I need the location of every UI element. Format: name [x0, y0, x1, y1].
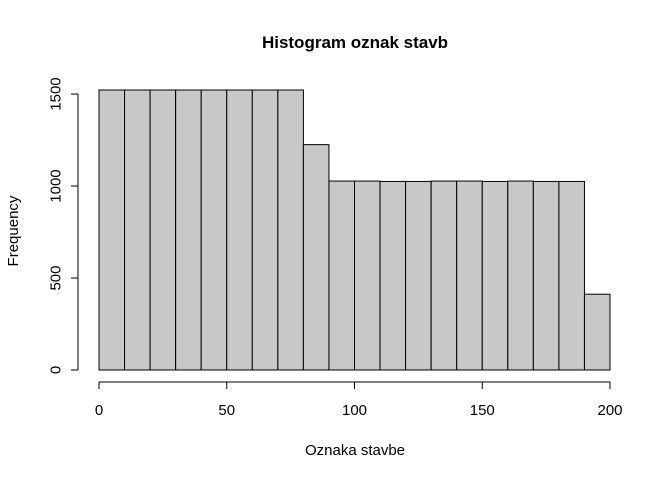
y-tick-label: 1000 [48, 169, 65, 202]
x-tick-label: 0 [95, 402, 103, 419]
x-tick-label: 100 [342, 402, 367, 419]
bars-group [98, 89, 611, 371]
histogram-bar [149, 89, 177, 371]
histogram-bar [507, 180, 534, 371]
x-tick-label: 200 [597, 402, 622, 419]
x-axis-label: Oznaka stavbe [305, 442, 405, 459]
histogram-bar [558, 180, 585, 371]
histogram-bar [124, 89, 151, 371]
x-tick-label: 150 [470, 402, 495, 419]
chart-title: Histogram oznak stavb [262, 33, 448, 52]
histogram-bar [226, 89, 253, 371]
histogram-bar [405, 180, 432, 371]
histogram-bar [583, 293, 611, 371]
y-tick-label: 500 [48, 266, 65, 291]
y-tick-label: 0 [48, 366, 65, 374]
histogram-bar [481, 180, 509, 371]
histogram-bar [379, 180, 407, 371]
histogram-bar [456, 180, 483, 371]
histogram-bar [98, 89, 126, 371]
y-axis: 0 500 1000 1500 [48, 77, 79, 374]
histogram-bar [200, 89, 228, 371]
histogram-bar [430, 180, 458, 371]
y-axis-label: Frequency [5, 195, 22, 266]
y-tick-label: 1500 [48, 77, 65, 110]
x-axis: 0 50 100 150 200 [95, 381, 623, 419]
histogram-bar [251, 89, 279, 371]
histogram-bar [175, 89, 202, 371]
histogram-bar [328, 180, 356, 371]
histogram-bar [302, 144, 330, 371]
histogram-bar [277, 89, 304, 371]
x-tick-label: 50 [218, 402, 235, 419]
histogram-bar [354, 180, 381, 371]
histogram-bar [532, 180, 560, 371]
